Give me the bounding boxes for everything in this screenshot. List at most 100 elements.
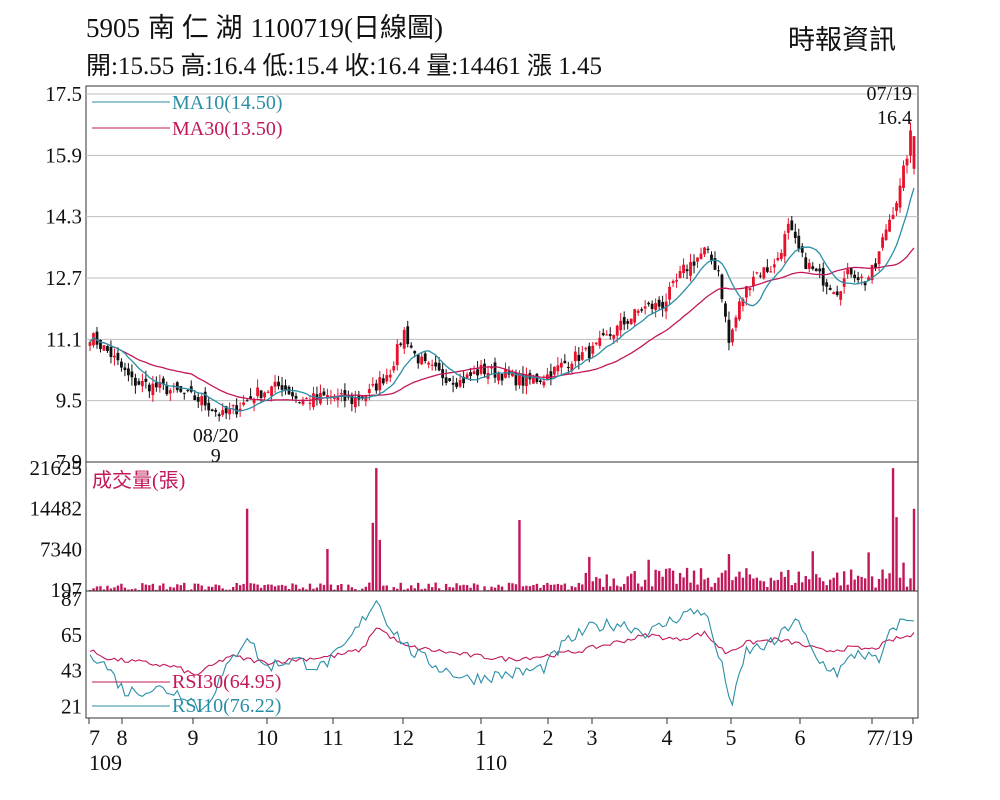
volume-bar: [172, 587, 175, 591]
candle-body: [877, 251, 881, 265]
volume-bar: [263, 584, 266, 591]
candle-body: [165, 384, 169, 395]
volume-bar: [881, 569, 884, 591]
volume-bar: [671, 570, 675, 591]
volume-bar: [661, 576, 664, 591]
volume-bar: [647, 559, 650, 591]
volume-bar: [368, 582, 371, 591]
candle-body: [186, 390, 190, 392]
candle-body: [360, 396, 364, 399]
volume-bar: [856, 575, 860, 591]
candle-body: [99, 339, 102, 349]
candle-body: [577, 354, 581, 361]
candle-body: [853, 274, 857, 279]
candle-body: [455, 382, 459, 387]
volume-title: 成交量(張): [92, 469, 185, 492]
volume-bar: [766, 586, 769, 591]
volume-bar: [654, 569, 657, 591]
candle-body: [161, 378, 165, 385]
candle-body: [308, 402, 312, 404]
candle-body: [88, 342, 92, 346]
candle-body: [765, 267, 769, 272]
legend-ma30: MA30(13.50): [172, 118, 283, 140]
candle-body: [692, 261, 696, 266]
price-tick-label: 12.7: [45, 266, 82, 290]
last-date-annotation: 07/19: [866, 83, 912, 105]
candle-body: [259, 390, 263, 398]
candle-body: [266, 391, 270, 393]
volume-bar: [301, 587, 305, 591]
candle-body: [113, 355, 116, 358]
candle-body: [619, 320, 623, 331]
candles-group: [88, 122, 916, 422]
candle-body: [521, 373, 525, 386]
candle-body: [214, 409, 218, 412]
volume-bar: [668, 568, 671, 591]
volume-bar: [825, 585, 828, 591]
candle-body: [175, 382, 179, 391]
candle-body: [678, 271, 682, 279]
candle-body: [420, 356, 424, 365]
candle-body: [448, 378, 452, 382]
candle-body: [224, 406, 228, 414]
candle-body: [203, 391, 207, 406]
volume-bar: [574, 587, 577, 591]
volume-tick-label: 14482: [30, 497, 83, 521]
volume-bar: [514, 584, 518, 591]
volume-bar: [430, 587, 434, 591]
candle-body: [388, 374, 392, 378]
volume-bar: [633, 571, 636, 591]
candle-body: [395, 344, 399, 366]
candle-body: [594, 342, 598, 345]
volume-bar: [755, 577, 759, 591]
volume-bar: [144, 584, 148, 591]
volume-bar: [598, 578, 601, 591]
volume-bar: [298, 588, 301, 591]
candle-body: [168, 390, 172, 394]
candle-body: [731, 329, 734, 343]
candle-body: [154, 382, 158, 388]
volume-bar: [458, 585, 462, 591]
volume-bar: [214, 584, 217, 591]
candle-body: [668, 286, 671, 300]
candle-body: [689, 261, 692, 276]
x-tick-label: 2: [543, 725, 554, 750]
volume-bar: [870, 576, 874, 591]
volume-bar: [539, 587, 542, 591]
volume-bar: [469, 587, 472, 591]
volume-bar: [284, 585, 287, 591]
candle-body: [539, 380, 542, 383]
volume-bar: [319, 583, 322, 591]
volume-bar: [549, 584, 553, 591]
candle-body: [95, 331, 99, 345]
volume-bar: [472, 583, 476, 591]
volume-bar: [158, 585, 162, 591]
candle-body: [811, 266, 815, 269]
candle-body: [430, 364, 434, 366]
candle-body: [755, 272, 759, 274]
candle-body: [615, 325, 619, 336]
candle-body: [92, 333, 95, 346]
candle-body: [497, 373, 500, 381]
candle-body: [556, 365, 560, 372]
candle-body: [601, 333, 605, 336]
volume-bar: [773, 580, 776, 591]
x-tick-label: 4: [662, 725, 673, 750]
candle-body: [235, 405, 239, 415]
candle-body: [158, 381, 162, 388]
candle-body: [671, 280, 675, 284]
rsi-tick-label: 65: [61, 623, 82, 647]
volume-bar: [410, 585, 413, 591]
volume-bar: [228, 589, 231, 591]
volume-bar: [176, 584, 179, 591]
candle-body: [353, 397, 357, 408]
volume-bar: [863, 578, 867, 591]
volume-bar: [731, 580, 734, 591]
legend-rsi30: RSI30(64.95): [172, 671, 281, 693]
candle-body: [881, 237, 884, 248]
candle-body: [661, 301, 665, 309]
candle-body: [636, 310, 640, 313]
volume-bar: [692, 570, 696, 591]
x-year-label: 109: [89, 750, 122, 775]
x-tick-label: 3: [587, 725, 598, 750]
